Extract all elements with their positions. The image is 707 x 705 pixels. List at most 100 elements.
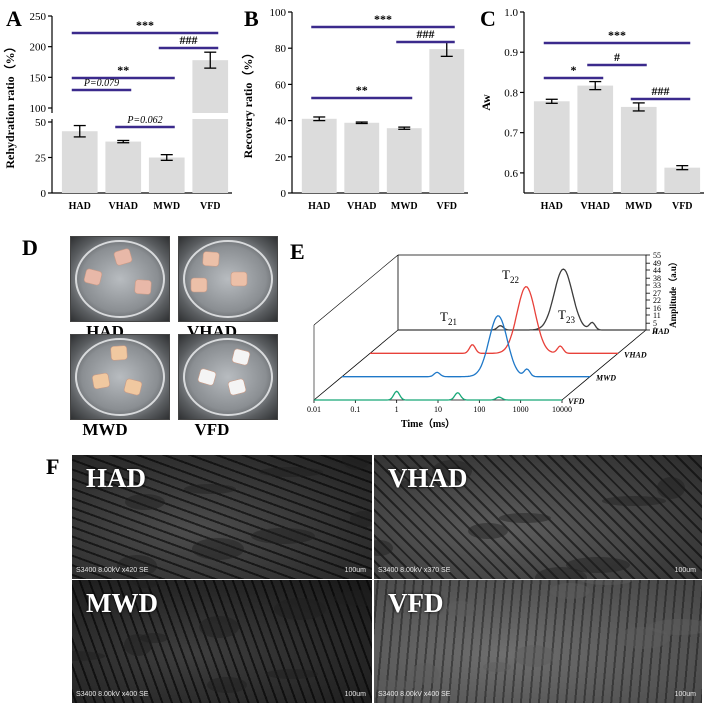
sem-pore: [125, 494, 165, 510]
sem-scale: 100um: [674, 567, 696, 574]
sem-pore: [184, 484, 236, 494]
y-tick-label: 50: [35, 117, 47, 129]
meat-sample: [83, 268, 103, 286]
meat-sample: [134, 279, 152, 295]
x-tick-label: VHAD: [347, 201, 376, 212]
z-tick-label: 16: [653, 304, 661, 313]
sem-pore: [259, 467, 323, 477]
significance-label: P=0.062: [126, 115, 162, 126]
panel-label-b: B: [244, 6, 259, 31]
x-tick-label: 10: [434, 405, 442, 414]
significance-label: ###: [417, 27, 435, 41]
sem-pore: [199, 616, 239, 638]
sem-pore: [617, 627, 669, 649]
sem-image-vfd: VFD S3400 8.00kV x400 SE 100um: [374, 580, 702, 703]
sample-photo-had: [70, 236, 170, 322]
series-line-mwd: [342, 315, 590, 378]
series-label: VHAD: [624, 350, 647, 359]
y-tick-label: 250: [30, 11, 47, 23]
sem-scale: 100um: [344, 691, 366, 698]
sem-pore: [132, 580, 160, 588]
sem-label: HAD: [86, 463, 146, 493]
sem-pore: [566, 557, 630, 573]
z-tick-label: 0: [653, 326, 657, 335]
x-tick-label: 1000: [513, 405, 529, 414]
sem-info-bar: S3400 8.00kV x400 SE 100um: [378, 691, 696, 701]
panel-label-d: D: [22, 235, 38, 260]
petri-dish: [183, 338, 273, 416]
x-tick-label: VFD: [672, 201, 693, 212]
sem-label: MWD: [86, 588, 158, 618]
z-tick-label: 11: [653, 311, 661, 320]
sem-info-bar: S3400 8.00kV x420 SE 100um: [76, 567, 366, 577]
sem-pore: [266, 669, 318, 679]
sem-scale: 100um: [674, 691, 696, 698]
sem-image-vhad: VHAD S3400 8.00kV x370 SE 100um: [374, 455, 702, 579]
bar-had: [301, 118, 337, 193]
y-tick-label: 1.0: [504, 7, 518, 19]
z-axis-label: Amplitude（a.u）: [668, 257, 678, 328]
panel-label-c: C: [480, 6, 496, 31]
depth-edge: [561, 329, 647, 401]
y-tick-label: 0.9: [504, 47, 518, 59]
y-axis-label: Rehydration ratio（%）: [2, 40, 17, 168]
meat-sample: [230, 271, 248, 287]
sem-pore: [333, 590, 372, 606]
x-tick-label: VFD: [200, 201, 221, 212]
panel-a-chart: A 0 25 50 100 150 200 250 Rehydration ratio（%） H…: [2, 6, 232, 212]
z-tick-label: 27: [653, 289, 661, 298]
significance-label: ***: [608, 28, 626, 42]
meat-sample: [197, 368, 217, 386]
bar-vfd: [664, 167, 701, 193]
sem-info: S3400 8.00kV x400 SE: [76, 691, 149, 698]
depth-edge: [313, 329, 399, 401]
y-tick-label: 25: [35, 153, 47, 165]
sample-photo-vhad: [178, 236, 278, 322]
sem-pore: [274, 598, 326, 620]
y-tick-label: 0: [281, 188, 287, 200]
sem-texture: [72, 455, 372, 577]
peak-label: T23: [558, 307, 575, 325]
axis-break-gap: [190, 113, 230, 119]
sem-pore: [251, 528, 315, 544]
x-tick-label: 0.1: [350, 405, 360, 414]
panel-d-label-wrap: D: [22, 235, 38, 260]
sem-pore: [550, 583, 590, 599]
meat-sample: [202, 251, 220, 267]
y-tick-label: 0: [41, 188, 47, 200]
y-tick-label: 150: [30, 72, 47, 84]
sem-pore: [72, 651, 105, 661]
bar-vhad: [577, 85, 614, 193]
photo-drawing: [183, 240, 273, 318]
sem-pore: [468, 523, 508, 539]
sem-texture: [72, 580, 372, 693]
y-axis-label: Aw: [479, 94, 493, 111]
peak-label: T21: [440, 309, 457, 327]
sample-photo-mwd: [70, 334, 170, 420]
meat-sample: [92, 372, 110, 390]
x-tick-label: HAD: [308, 201, 330, 212]
bar-vfd: [192, 60, 229, 193]
z-tick-label: 55: [653, 251, 661, 260]
sem-pore: [432, 460, 472, 482]
sem-info-bar: S3400 8.00kV x400 SE 100um: [76, 691, 366, 701]
sem-label: VFD: [388, 588, 444, 618]
meat-sample: [231, 348, 251, 366]
z-tick-label: 38: [653, 274, 661, 283]
significance-label: #: [614, 50, 620, 64]
x-tick-label: 10000: [552, 405, 572, 414]
x-tick-label: VFD: [436, 201, 457, 212]
sem-pore: [581, 580, 633, 585]
x-tick-label: MWD: [391, 201, 418, 212]
sem-pore: [374, 540, 393, 556]
x-axis-label: Time（ms）: [401, 417, 455, 430]
panel-f-label-wrap: F: [46, 454, 59, 479]
x-tick-label: HAD: [541, 201, 563, 212]
photo-label: VFD: [194, 420, 230, 439]
y-tick-label: 0.7: [504, 128, 518, 140]
bar-had: [533, 101, 570, 193]
x-tick-label: HAD: [69, 201, 91, 212]
y-tick-label: 40: [275, 116, 287, 128]
panel-label-f: F: [46, 454, 59, 479]
significance-label: ***: [374, 12, 392, 26]
